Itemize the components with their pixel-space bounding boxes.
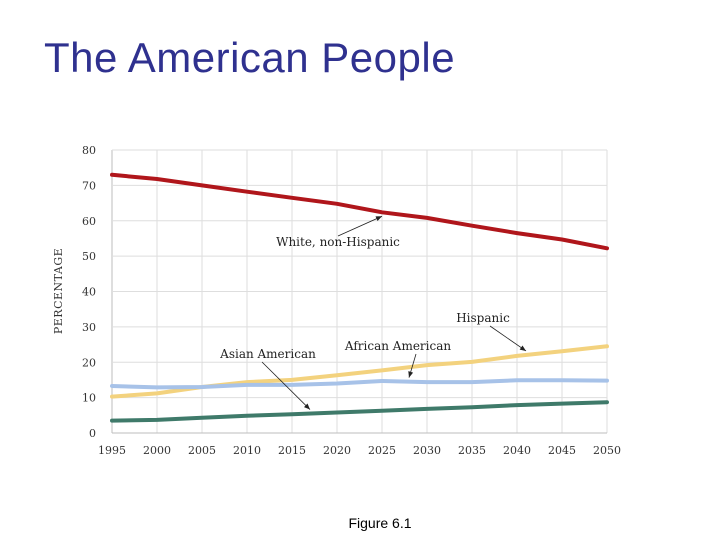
y-tick-label: 10 — [82, 392, 96, 405]
x-tick-label: 2010 — [233, 444, 261, 457]
series-line — [110, 172, 609, 251]
y-tick-label: 50 — [82, 250, 96, 263]
x-axis-ticks: 1995 2000 2005 2010 2015 2020 2025 2030 2035 2040… — [98, 444, 621, 457]
annotation-arrow — [261, 361, 311, 410]
annotation-label: White, non-Hispanic — [276, 235, 400, 249]
chart-series — [110, 172, 609, 423]
y-tick-label: 60 — [82, 215, 96, 228]
annotation-arrowhead — [519, 345, 526, 351]
series-line — [110, 400, 609, 423]
annotation-label: Asian American — [219, 347, 316, 361]
y-axis-label: PERCENTAGE — [52, 248, 65, 334]
x-tick-label: 2040 — [503, 444, 531, 457]
annotation-arrowhead — [303, 403, 310, 410]
annotation-label: Hispanic — [456, 311, 510, 325]
x-tick-label: 2030 — [413, 444, 441, 457]
x-tick-label: 2000 — [143, 444, 171, 457]
series-line — [110, 378, 609, 390]
x-tick-label: 2020 — [323, 444, 351, 457]
x-tick-label: 2050 — [593, 444, 621, 457]
y-tick-label: 40 — [82, 286, 96, 299]
x-tick-label: 2025 — [368, 444, 396, 457]
figure-caption: Figure 6.1 — [348, 515, 412, 531]
x-tick-label: 2035 — [458, 444, 486, 457]
chart-grid — [111, 149, 608, 434]
y-tick-label: 70 — [82, 179, 96, 192]
x-tick-label: 2005 — [188, 444, 216, 457]
x-tick-label: 2045 — [548, 444, 576, 457]
y-tick-label: 30 — [82, 321, 96, 334]
chart-annotations: White, non-Hispanic Hispanic African Ameri… — [219, 215, 527, 410]
y-axis-ticks: 0 10 20 30 40 50 60 70 80 — [82, 144, 96, 440]
annotation-arrowhead — [375, 216, 382, 221]
x-tick-label: 2015 — [278, 444, 306, 457]
y-tick-label: 80 — [82, 144, 96, 157]
x-tick-label: 1995 — [98, 444, 126, 457]
annotation-arrow — [337, 215, 383, 237]
annotation-arrow — [489, 325, 527, 352]
y-tick-label: 20 — [82, 356, 96, 369]
y-tick-label: 0 — [89, 427, 96, 440]
annotation-arrowhead — [408, 371, 414, 378]
annotation-label: African American — [344, 339, 451, 353]
slide-title: The American People — [44, 34, 456, 81]
